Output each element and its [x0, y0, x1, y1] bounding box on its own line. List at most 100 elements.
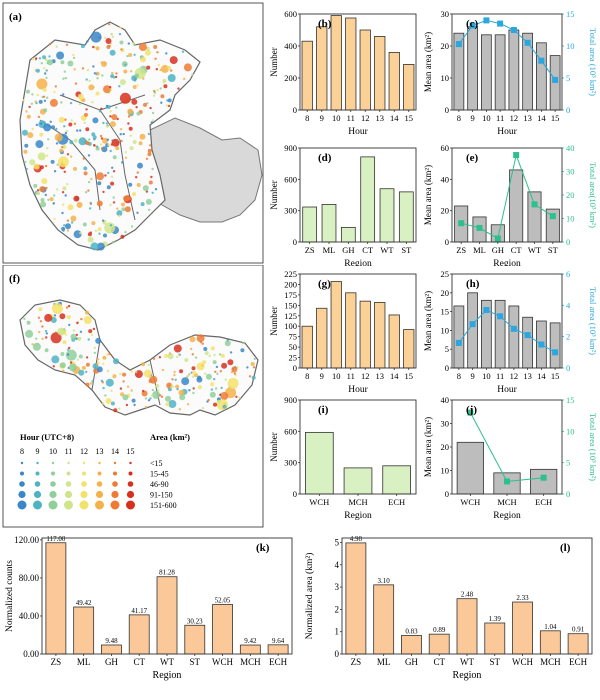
hail-dot	[83, 121, 87, 125]
hail-dot	[37, 316, 41, 319]
hail-dot	[233, 372, 236, 375]
bar-l-MCH	[539, 630, 561, 655]
hail-dot	[140, 202, 145, 207]
legend-symbol	[20, 471, 24, 476]
y2-tick-label: 10	[566, 214, 575, 224]
bar-h-15	[549, 322, 561, 369]
hail-dot	[136, 211, 139, 214]
hail-dot	[92, 117, 99, 124]
y-tick-label: 0	[445, 237, 449, 247]
hail-dot	[210, 382, 215, 387]
hail-dot	[57, 156, 69, 168]
y-tick-label: 600	[284, 9, 297, 19]
hail-dot	[175, 384, 180, 389]
hail-dot	[102, 386, 105, 390]
bar-j-ECH	[530, 468, 558, 495]
hail-dot	[65, 306, 69, 309]
bar-d-WT	[379, 188, 395, 243]
legend-symbol	[113, 471, 117, 476]
x-tick-label: 10	[332, 371, 341, 381]
hail-dot	[216, 372, 219, 375]
hail-dot	[76, 201, 83, 208]
hail-dot	[47, 198, 50, 201]
legend-symbol	[126, 500, 135, 510]
hail-dot	[169, 56, 178, 65]
hail-dot	[86, 40, 89, 43]
hail-dot	[93, 351, 97, 355]
y-tick-label: 25	[289, 353, 298, 363]
hail-dot	[27, 132, 34, 139]
hail-dot	[122, 372, 127, 377]
y-tick-label: 120.00	[14, 535, 39, 545]
y-tick-label: 40	[441, 395, 450, 405]
hail-dot	[168, 384, 171, 387]
hail-dot	[162, 81, 165, 84]
hail-dot	[119, 387, 123, 390]
hail-dot	[153, 45, 158, 49]
hail-dot	[38, 99, 43, 104]
y2-tick-label: 40	[566, 143, 575, 153]
hail-dot	[96, 362, 99, 366]
legend-symbol	[127, 481, 134, 487]
hail-dot	[45, 69, 48, 72]
hail-dot	[113, 408, 118, 413]
hail-dot	[78, 103, 82, 106]
bar-h-8	[453, 305, 465, 369]
line-point-c-10	[483, 17, 490, 24]
hail-dot	[208, 354, 211, 357]
hail-dot	[36, 342, 39, 346]
hail-dot	[87, 236, 94, 243]
hail-dot	[138, 43, 147, 51]
hail-dot	[229, 351, 233, 354]
y-tick-label: 600	[284, 174, 297, 184]
hail-dot	[142, 77, 145, 80]
bar-h-12	[508, 305, 520, 369]
hail-dot	[39, 186, 46, 193]
hail-dot	[204, 351, 209, 356]
hail-dot	[63, 170, 66, 173]
hail-dot	[179, 394, 186, 401]
hail-dot	[215, 365, 219, 369]
x-tick-label: 15	[551, 371, 560, 381]
hail-dot	[70, 215, 77, 222]
hail-dot	[203, 347, 208, 351]
y-tick-label: 40.00	[19, 611, 40, 621]
hail-dot	[121, 202, 125, 207]
hail-dot	[40, 62, 43, 65]
hail-dot	[201, 342, 204, 345]
hail-dot	[222, 404, 227, 409]
hail-dot	[50, 159, 55, 164]
hail-dot	[102, 137, 109, 144]
hail-dot	[214, 387, 218, 390]
hail-dot	[110, 401, 115, 406]
legend-symbol	[98, 461, 101, 465]
hail-dot	[141, 362, 146, 367]
hail-dot	[184, 358, 189, 362]
hail-dot	[99, 143, 103, 146]
hail-dot	[102, 402, 105, 405]
legend-symbol	[35, 471, 40, 476]
hail-dot	[129, 146, 134, 151]
line-point-e-ST	[549, 213, 556, 220]
x-tick-label: 8	[305, 371, 309, 381]
hail-dot	[155, 68, 158, 71]
panel-label: (g)	[318, 278, 331, 290]
hail-dot	[143, 102, 147, 107]
hail-dot	[142, 185, 149, 192]
hail-dot	[111, 35, 115, 39]
hail-dot	[109, 203, 112, 207]
hail-dot	[61, 211, 64, 215]
x-tick-label: ST	[490, 657, 501, 667]
hail-dot	[137, 162, 143, 169]
y-tick-label: 5	[335, 537, 340, 547]
hail-dot	[111, 138, 120, 147]
x-axis-label: Hour	[348, 385, 368, 392]
hail-dot	[86, 69, 90, 72]
legend-symbol	[113, 461, 117, 465]
legend-symbol	[51, 461, 55, 465]
hail-dot	[164, 354, 169, 358]
legend-symbol	[51, 471, 55, 476]
line-point-j-WCH	[467, 409, 474, 416]
hail-dot	[210, 346, 215, 351]
plot-frame	[451, 399, 563, 495]
